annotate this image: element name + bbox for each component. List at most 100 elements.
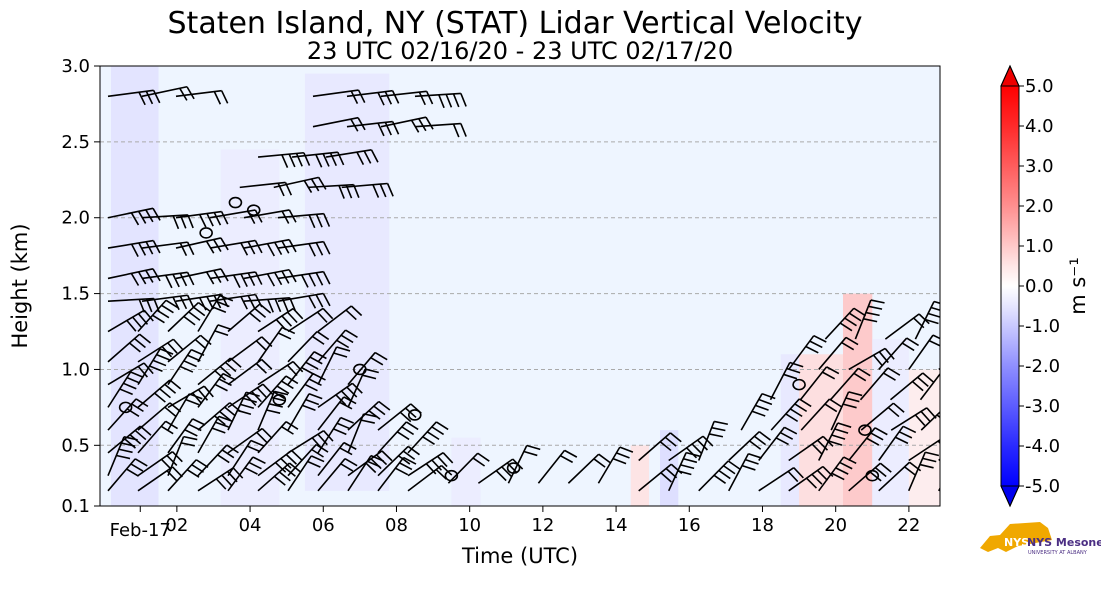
wind-barb-feather	[377, 122, 385, 137]
wind-barb-feather	[161, 345, 173, 358]
wind-barb-staff	[107, 371, 132, 408]
wind-barb	[818, 456, 857, 492]
wind-barb-staff	[799, 366, 828, 401]
wind-barb	[407, 421, 449, 454]
wind-barb-staff	[938, 458, 940, 462]
chart-title: Staten Island, NY (STAT) Lidar Vertical …	[168, 6, 863, 41]
wind-barb-feather	[964, 435, 975, 443]
colorbar-tick-label: 0.0	[1025, 276, 1054, 297]
wind-barb-feather	[172, 273, 180, 288]
wind-barb-staff	[273, 176, 319, 189]
wind-barb-feather	[407, 445, 420, 456]
wind-barb	[824, 307, 867, 340]
wind-barb-feather	[213, 91, 222, 105]
wind-barb	[770, 398, 812, 431]
wind-barb-staff	[317, 305, 352, 333]
wind-barb-staff	[227, 440, 252, 477]
wind-barb-staff	[317, 382, 353, 409]
wind-barb-feather	[523, 450, 538, 457]
wind-barb-feather	[357, 117, 366, 131]
contour-loop	[118, 401, 133, 414]
wind-barb-feather	[164, 383, 177, 394]
wind-barb-feather	[914, 414, 926, 426]
wind-barb-feather	[304, 383, 318, 392]
wind-barb-staff	[597, 446, 621, 484]
wind-barb	[137, 299, 179, 333]
wind-barb-staff	[347, 368, 366, 408]
wind-barb-feather	[317, 176, 327, 190]
colorbar-tick-label: -1.0	[1025, 316, 1060, 337]
wind-barb-feather	[308, 214, 316, 229]
wind-barb-feather	[222, 372, 236, 381]
wind-barb-feather	[237, 409, 252, 416]
wind-barb-feather	[277, 332, 292, 340]
colorbar-tick-label: 5.0	[1025, 76, 1054, 97]
velocity-region	[304, 73, 390, 491]
wind-barb-feather	[920, 410, 932, 423]
wind-barb-feather	[255, 340, 268, 352]
wind-barb-feather	[866, 437, 880, 446]
wind-barb	[312, 89, 366, 104]
wind-barb-feather	[310, 455, 325, 463]
contour-loop	[353, 363, 367, 376]
wind-barb-feather	[254, 271, 263, 285]
wind-barb-feather	[247, 295, 256, 309]
wind-barb-feather	[240, 403, 255, 409]
wind-barb-staff	[818, 336, 847, 370]
wind-barb-staff	[347, 450, 383, 477]
wind-barb	[141, 271, 195, 289]
wind-barb	[380, 90, 434, 106]
wind-barb-staff	[287, 443, 317, 477]
wind-barb-feather	[130, 243, 139, 257]
wind-barb	[667, 451, 700, 492]
wind-barb-feather	[472, 457, 486, 467]
wind-barb-feather	[283, 466, 296, 477]
wind-barb-feather	[399, 462, 413, 471]
contour-loop	[858, 424, 872, 436]
wind-barb-feather	[179, 87, 188, 101]
wind-barb	[107, 89, 161, 106]
wind-barb-feather	[281, 380, 294, 390]
wind-barb-feather	[828, 440, 843, 446]
wind-barb-feather	[868, 305, 883, 310]
wind-barb-feather	[829, 398, 842, 408]
wind-barb-staff	[107, 297, 154, 302]
wind-barb-feather	[845, 397, 860, 403]
wind-barb-feather	[179, 272, 188, 287]
wind-barb	[878, 425, 917, 461]
wind-barb	[107, 297, 160, 313]
wind-barb-staff	[312, 116, 359, 128]
wind-barb-feather	[240, 273, 248, 287]
wind-barb-feather	[365, 462, 377, 474]
wind-barb	[938, 435, 975, 462]
wind-barb-feather	[145, 90, 154, 105]
wind-barb-feather	[669, 432, 682, 443]
wind-barb-feather	[378, 400, 391, 411]
wind-barb-staff	[137, 379, 171, 408]
wind-barb	[257, 421, 299, 454]
wind-barb	[889, 372, 934, 401]
wind-barb-feather	[308, 243, 316, 257]
wind-barb-staff	[287, 307, 324, 333]
colorbar-min-extension	[1000, 485, 1020, 508]
wind-barb-staff	[818, 422, 839, 461]
wind-barb-feather	[344, 457, 358, 467]
wind-barb-feather	[171, 466, 183, 478]
wind-barb-staff	[854, 299, 872, 340]
wind-barb-staff	[407, 464, 443, 492]
wind-barb-feather	[187, 214, 194, 229]
wind-barb	[407, 451, 454, 477]
wind-barb-feather	[362, 374, 377, 380]
wind-barb-feather	[944, 437, 954, 447]
wind-barb-staff	[800, 398, 831, 431]
wind-barb-feather	[179, 365, 194, 373]
wind-barb-staff	[257, 449, 293, 477]
wind-barb-feather	[612, 457, 627, 465]
wind-barb-feather	[315, 272, 324, 286]
wind-barb	[175, 210, 229, 228]
wind-barb-feather	[748, 452, 762, 459]
wind-barb-feather	[160, 458, 172, 470]
wind-barb	[758, 467, 804, 492]
wind-barb-feather	[917, 376, 929, 387]
wind-barb-staff	[243, 238, 290, 249]
